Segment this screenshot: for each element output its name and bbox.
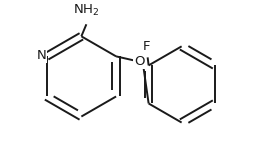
Text: NH$_2$: NH$_2$ <box>73 3 100 18</box>
Text: F: F <box>143 40 150 53</box>
Text: O: O <box>134 55 144 68</box>
Text: N: N <box>37 49 46 62</box>
